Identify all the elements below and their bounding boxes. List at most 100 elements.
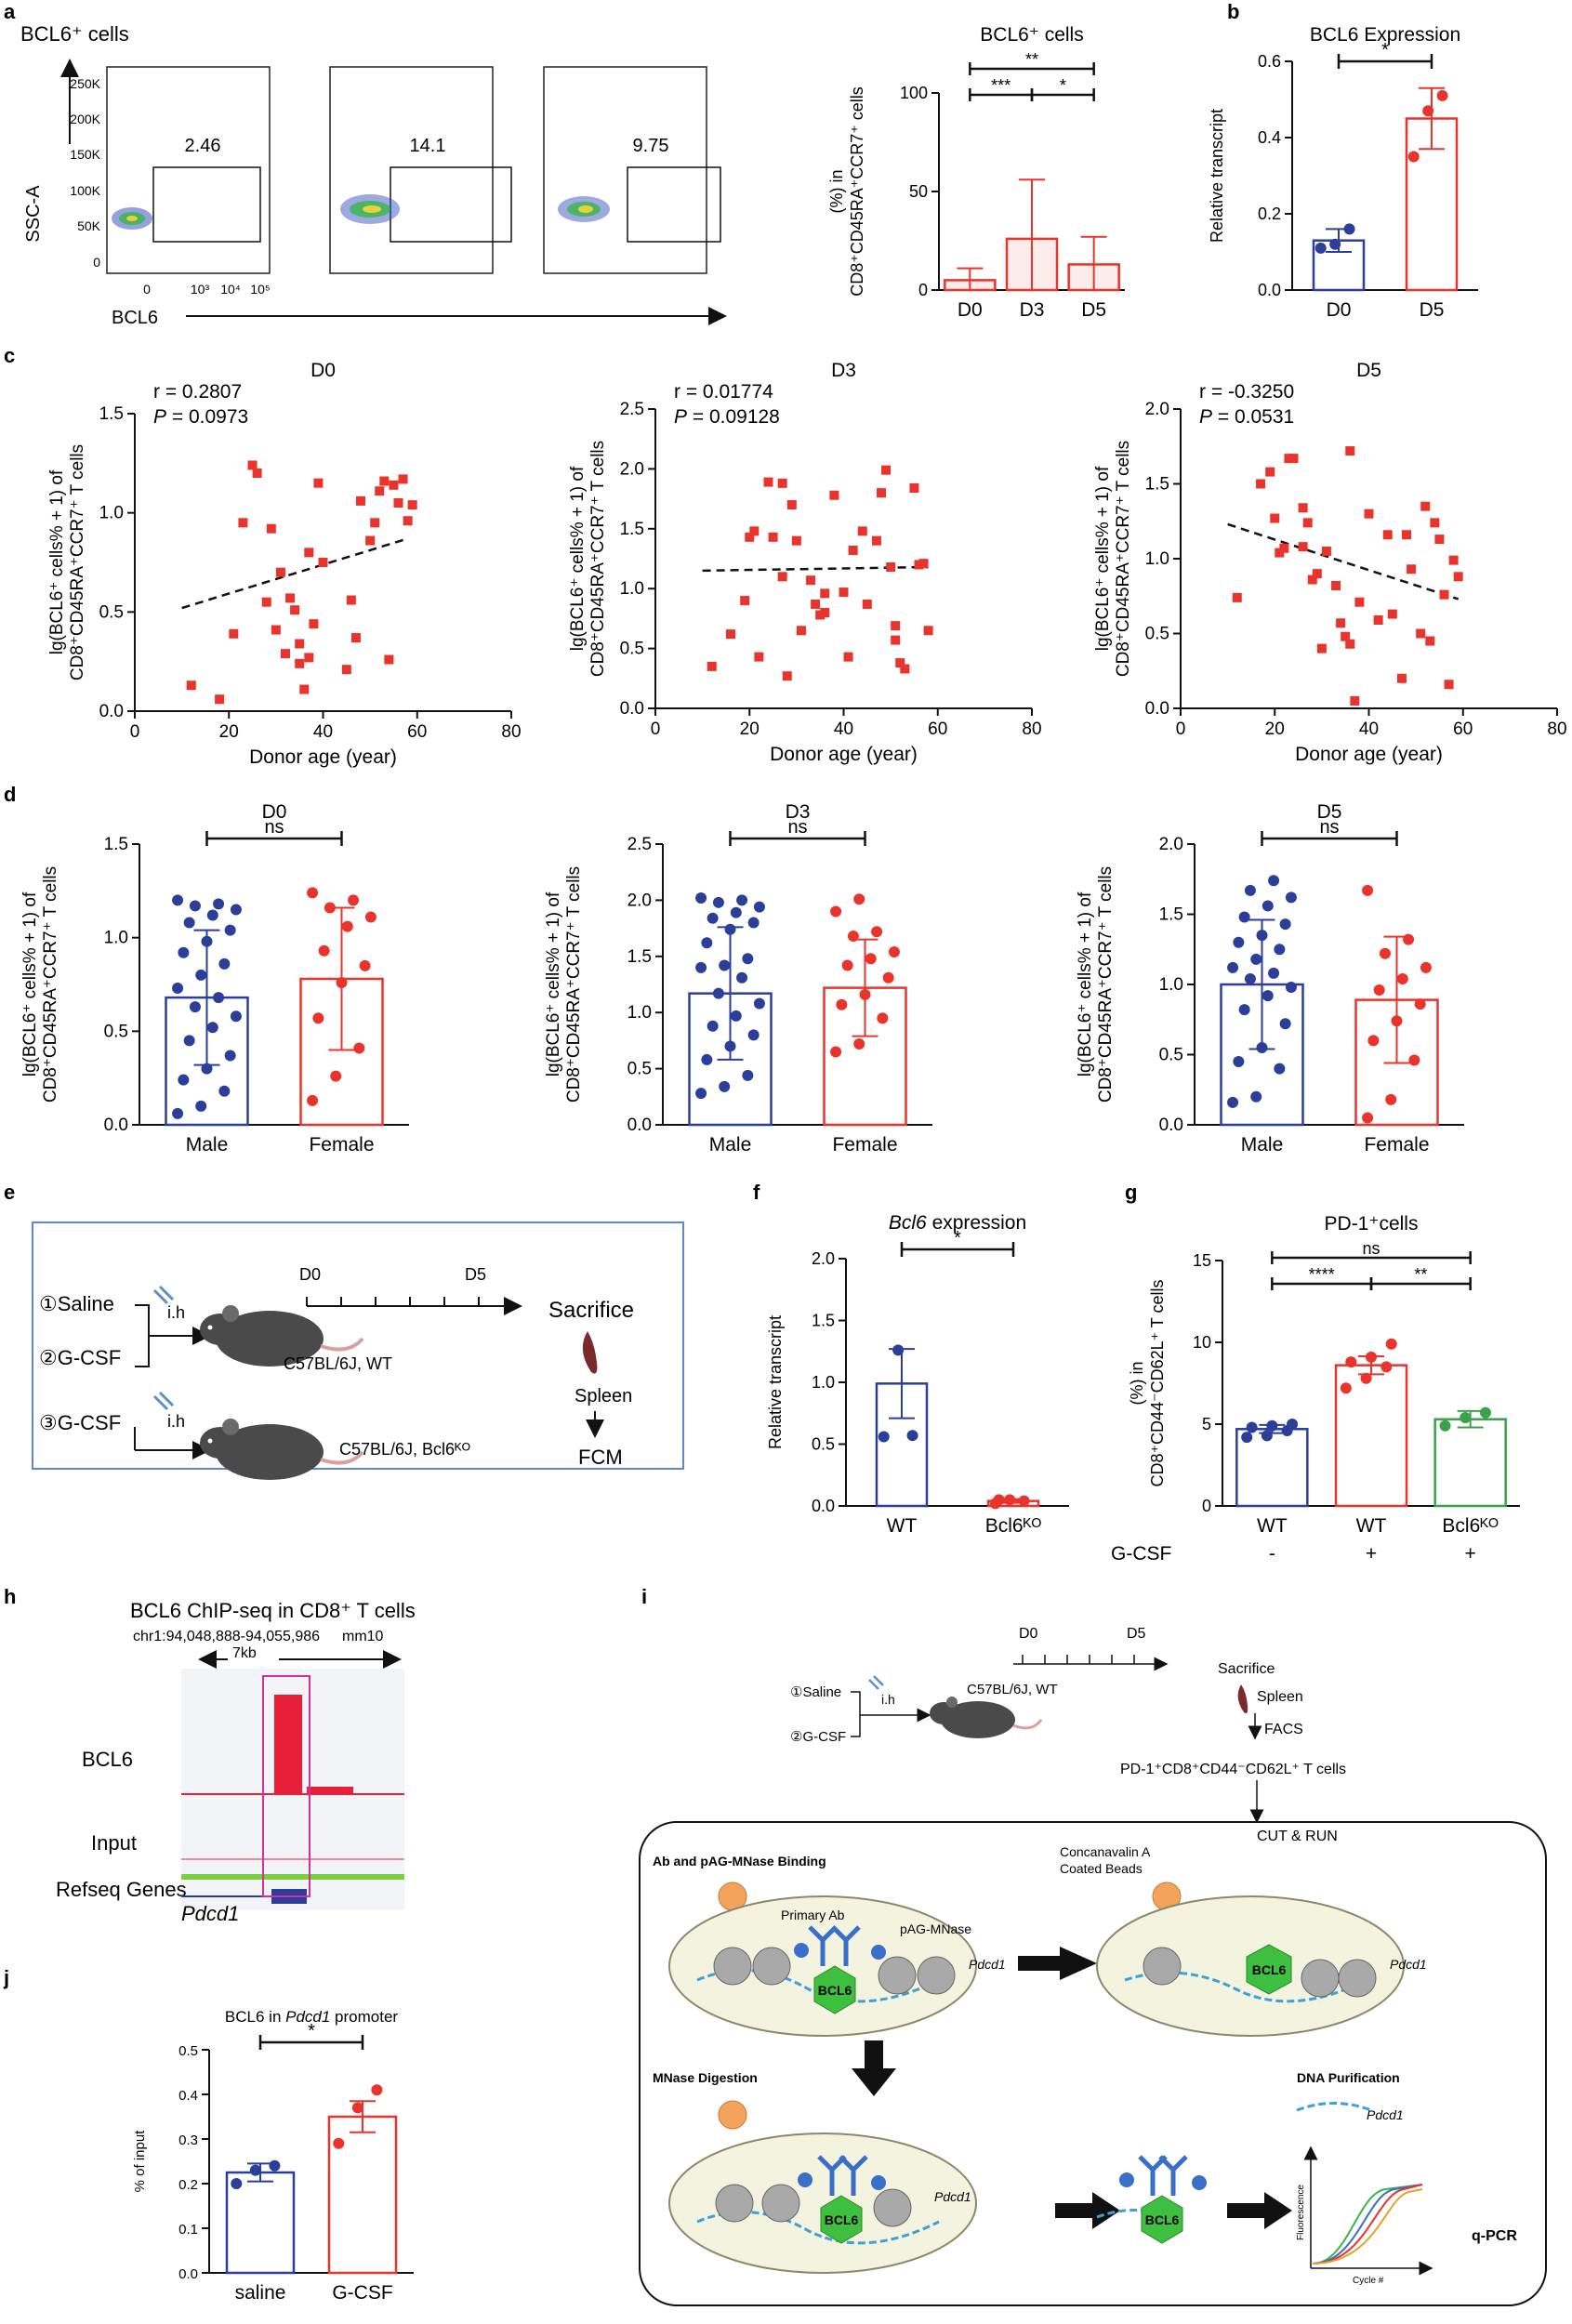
g-ylabel-2: CD8⁺CD44⁻CD62L⁺ T cells <box>1148 1280 1167 1487</box>
chart-c-d5: 0.0 0.5 1.0 1.5 2.0 0 20 40 60 80 D5 r = -0.3250 P =… <box>1093 360 1567 765</box>
d-D5-point-0-1 <box>1250 1090 1262 1103</box>
j-ytick-label-3: 0.3 <box>178 2133 198 2148</box>
g-gcsf-label: G-CSF <box>1111 1543 1171 1565</box>
c-D0-point-34 <box>407 500 417 510</box>
j-ylabel: % of input <box>132 2130 148 2193</box>
c-D5-point-21 <box>1354 597 1365 607</box>
c-D5-point-24 <box>1382 530 1393 540</box>
spleen-icon <box>582 1331 598 1374</box>
d-D5-point-0-15 <box>1256 930 1268 942</box>
d-D3-point-0-17 <box>707 912 719 924</box>
i-big-arrow-right-2 <box>1227 2192 1292 2229</box>
d-D0-point-1-5 <box>359 959 371 971</box>
i-cutrun: CUT & RUN <box>1257 1829 1338 1844</box>
c-D5-xtick-label-1: 20 <box>1265 720 1285 739</box>
b-point-0-2 <box>1343 223 1355 235</box>
j-point-1-1 <box>351 2102 363 2114</box>
a-bar-title: BCL6⁺ cells <box>980 24 1083 46</box>
c-D3-point-15 <box>811 599 821 609</box>
d-D3-point-0-9 <box>712 987 724 999</box>
chart-c-d3: 0.0 0.5 1.0 1.5 2.0 2.5 0 20 40 60 80 D3 r = 0.01774… <box>568 360 1042 765</box>
c-D3-point-28 <box>886 562 896 573</box>
d-D3-point-0-6 <box>707 1020 719 1032</box>
e-d5: D5 <box>465 1265 486 1284</box>
b-point-1-1 <box>1422 105 1434 117</box>
c-D3-point-25 <box>871 535 881 546</box>
chart-g: 0 5 10 15 PD-1⁺cells (%) in CD8⁺CD44⁻CD62L⁺ T … <box>1111 1213 1520 1565</box>
c-D0-point-25 <box>365 535 376 546</box>
i-step2: MNase Digestion <box>653 2070 758 2085</box>
d-D5-point-1-8 <box>1420 961 1432 973</box>
flow-cloud-3 <box>558 196 610 222</box>
c-D5-point-16 <box>1336 618 1346 628</box>
chart-d-d5: 0.0 0.5 1.0 1.5 2.0 D5 lg(BCL6⁺ cells% + 1) of… <box>1076 801 1464 1155</box>
d-D3-title: D3 <box>786 801 811 823</box>
i-fluor: Fluorescence <box>1296 2185 1306 2240</box>
e-ko-strain: C57BL/6J, Bcl6ᴷᴼ <box>339 1440 470 1459</box>
d-D0-point-0-1 <box>195 1100 207 1112</box>
c-D5-point-25 <box>1387 609 1397 619</box>
h-track-bcl6: BCL6 <box>82 1748 133 1771</box>
i-gcsf: ②G-CSF <box>790 1729 846 1745</box>
i-pdcd1-3: Pdcd1 <box>934 2189 971 2204</box>
d-D3-point-1-6 <box>841 959 853 971</box>
j-xtick-label-0: saline <box>235 2282 286 2304</box>
b-ytick-label-1: 0.2 <box>1258 205 1281 223</box>
c-D5-point-10 <box>1302 518 1313 528</box>
d-D5-point-0-10 <box>1268 967 1280 979</box>
d-D0-point-0-5 <box>224 1050 236 1062</box>
c-D0-ytick-label-2: 1.0 <box>99 504 124 523</box>
i-strain: C57BL/6J, WT <box>967 1682 1058 1697</box>
g-point-0-5 <box>1287 1419 1299 1430</box>
j-ytick-label-1: 0.1 <box>178 2222 198 2238</box>
d-D5-point-1-1 <box>1385 1093 1397 1105</box>
c-D0-point-18 <box>309 619 319 629</box>
i-pdcd1-1: Pdcd1 <box>969 1957 1006 1972</box>
e-wt-strain: C57BL/6J, WT <box>284 1354 392 1373</box>
d-D0-point-1-1 <box>330 1070 342 1082</box>
panel-letter-a: a <box>4 0 16 23</box>
d-D3-point-0-20 <box>712 896 724 908</box>
d-D5-ytick-label-2: 1.0 <box>1159 975 1183 995</box>
c-D5-point-29 <box>1416 628 1426 639</box>
g-point-2-0 <box>1439 1419 1451 1432</box>
f-point-0-0 <box>878 1431 890 1443</box>
d-D3-point-0-3 <box>701 1053 713 1065</box>
d-D3-point-0-0 <box>695 1088 707 1100</box>
panel-letter-e: e <box>4 1181 15 1204</box>
d-D3-point-0-5 <box>747 1029 760 1041</box>
c-D0-point-4 <box>247 460 258 470</box>
c-D5-point-31 <box>1425 636 1435 646</box>
d-D5-point-0-6 <box>1238 1004 1250 1016</box>
c-D5-point-18 <box>1345 639 1355 649</box>
c-D3-xtick-label-1: 20 <box>740 720 760 739</box>
d-D5-point-1-0 <box>1362 1112 1374 1124</box>
chart-d-d3: 0.0 0.5 1.0 1.5 2.0 2.5 D3 lg(BCL6⁺ cells% + 1)… <box>544 801 932 1155</box>
d-D3-point-0-1 <box>719 1080 731 1092</box>
d-D3-point-0-14 <box>701 937 713 949</box>
d-D5-point-0-18 <box>1262 900 1274 912</box>
d-D5-xtick-label-1: Female <box>1364 1134 1429 1155</box>
c-D0-point-11 <box>285 593 296 603</box>
d-D3-point-1-7 <box>865 953 877 965</box>
b-point-0-0 <box>1314 242 1327 254</box>
flow-x-ticks: 0 10³ 10⁴ 10⁵ <box>143 282 271 297</box>
i-bcl6-label-4: BCL6 <box>1145 2212 1180 2227</box>
c-D3-xtick-label-2: 40 <box>834 720 853 739</box>
c-D3-point-33 <box>909 483 919 494</box>
c-D5-point-34 <box>1439 589 1449 600</box>
d-D0-point-1-2 <box>353 1042 365 1054</box>
c-D3-point-24 <box>862 599 872 609</box>
d-D5-title: D5 <box>1317 801 1342 823</box>
j-point-1-0 <box>333 2137 345 2149</box>
d-D5-point-0-21 <box>1268 875 1280 887</box>
d-D5-point-0-8 <box>1285 982 1297 994</box>
d-D0-point-0-15 <box>201 935 213 947</box>
b-sig-label: * <box>1381 40 1389 60</box>
c-D0-point-7 <box>266 523 276 534</box>
flow-title: BCL6⁺ cells <box>20 22 129 46</box>
d-D5-point-1-9 <box>1379 947 1391 959</box>
syringe-icon <box>152 1285 175 1305</box>
c-D0-point-6 <box>261 597 271 607</box>
d-D0-point-1-0 <box>307 1094 319 1106</box>
